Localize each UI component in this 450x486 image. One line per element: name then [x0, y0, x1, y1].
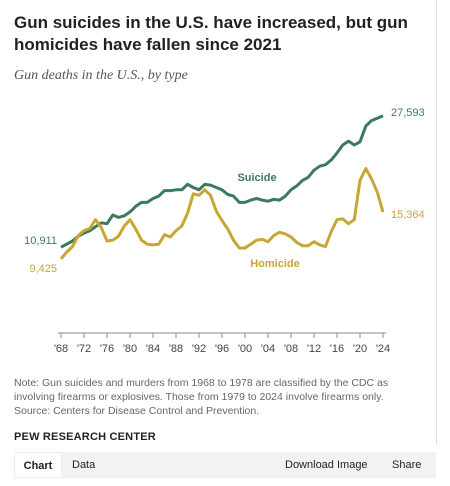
x-tick-label: '00 [238, 343, 252, 355]
x-tick-label: '12 [307, 343, 321, 355]
line [59, 167, 385, 260]
tab-bar: Chart Data Download Image Share [14, 452, 436, 478]
x-tick-label: '68 [54, 343, 68, 355]
x-tick-label: '88 [169, 343, 183, 355]
x-tick-label: '04 [261, 343, 275, 355]
tab[interactable]: Data [72, 459, 96, 471]
x-tick-label: '24 [376, 343, 390, 355]
x-tick-label: '84 [146, 343, 160, 355]
line [60, 114, 384, 249]
value-label: 9,425 [29, 263, 57, 275]
chart-subtitle: Gun deaths in the U.S., by type [14, 68, 188, 83]
note-block: Note: Gun suicides and murders from 1968… [14, 376, 429, 418]
value-label: 10,911 [24, 235, 57, 247]
x-tick-label: '72 [77, 343, 91, 355]
border [436, 0, 437, 445]
value-label: 15,364 [391, 209, 425, 221]
chart-title: Gun suicides in the U.S. have increased,… [14, 13, 408, 54]
share-button[interactable]: Share [392, 459, 422, 471]
value-label: 27,593 [391, 107, 425, 119]
series-label: Homicide [250, 258, 300, 270]
chart: '68 '72 '76 '80 '84 '88 '92 '96 '00 '04 '08 '12 '16 '… [24, 107, 425, 355]
x-tick-label: '20 [353, 343, 367, 355]
x-tick-label: '80 [123, 343, 137, 355]
x-tick-label: '92 [192, 343, 206, 355]
x-tick-label: '16 [330, 343, 344, 355]
x-tick-label: '08 [284, 343, 298, 355]
note: Note: Gun suicides and murders from 1968… [14, 377, 389, 403]
download-button[interactable]: Download Image [285, 459, 368, 471]
source: Source: Centers for Disease Control and … [14, 405, 260, 417]
credit: PEW RESEARCH CENTER [14, 431, 156, 443]
x-tick-label: '76 [100, 343, 114, 355]
tab[interactable]: Chart [14, 452, 62, 478]
x-tick-label: '96 [215, 343, 229, 355]
series-label: Suicide [237, 172, 276, 184]
